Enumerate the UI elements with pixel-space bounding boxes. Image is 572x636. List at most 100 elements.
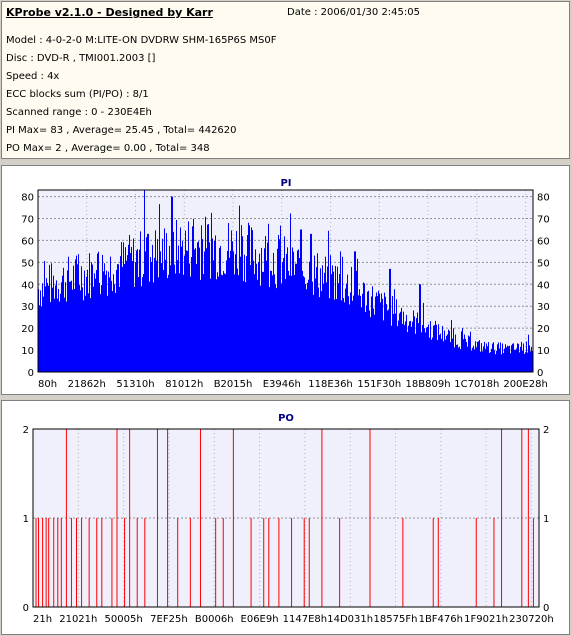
pi-xtick-label: 80h: [38, 379, 57, 390]
pi-bar: [205, 216, 206, 372]
pi-bar: [183, 274, 184, 372]
po-ytick-right: 1: [543, 514, 549, 525]
pi-bar: [144, 190, 145, 372]
pi-bar: [366, 305, 367, 372]
pi-bar: [422, 324, 423, 372]
po-chart-panel: PO 0 0 1 1 2 2 21h 21021h 50005h 7EF25h B0006h E06E…: [1, 400, 570, 635]
pi-bar: [362, 293, 363, 372]
po-bar: [53, 518, 55, 607]
pi-bar: [241, 225, 242, 372]
pi-bar: [472, 347, 473, 372]
pi-bar: [69, 281, 70, 372]
pi-bar: [121, 241, 122, 372]
pi-bar: [189, 263, 190, 372]
pi-bar: [391, 325, 392, 372]
pi-bar: [214, 240, 215, 372]
pi-bar: [83, 300, 84, 372]
pi-bar: [393, 313, 394, 372]
app-title: KProbe v2.1.0 - Designed by Karr: [6, 6, 213, 19]
pi-bar: [426, 327, 427, 372]
pi-bar: [186, 250, 187, 372]
pi-bar: [256, 263, 257, 372]
pi-bar: [73, 265, 74, 372]
po-bar: [303, 518, 305, 607]
po-bar: [42, 518, 44, 607]
pi-bar: [515, 350, 516, 372]
pi-chart: PI 0 0 10 10 20 20 30 30 40 40 50 50 60 60 70 70 80 80 80h…: [21, 178, 550, 390]
po-bar: [263, 518, 265, 607]
po-ytick-right: 2: [543, 425, 549, 436]
pi-bar: [182, 240, 183, 372]
pi-bar: [42, 283, 43, 372]
pi-bar: [176, 219, 177, 372]
pi-bar: [106, 270, 107, 372]
po-ytick-left: 0: [23, 603, 29, 614]
pi-bar: [436, 324, 437, 372]
pi-bar: [48, 285, 49, 372]
pi-bar: [323, 283, 324, 372]
pi-bar: [166, 233, 167, 372]
po-bar: [177, 518, 179, 607]
pi-bar: [100, 294, 101, 372]
pi-bar: [253, 260, 254, 372]
pi-bar: [115, 292, 116, 372]
pi-bar: [487, 346, 488, 372]
pi-bar: [456, 344, 457, 372]
pi-bar: [133, 238, 134, 372]
pi-bar: [108, 271, 109, 372]
pi-bar: [132, 261, 133, 372]
pi-bar: [49, 264, 50, 372]
po-bar: [136, 518, 138, 607]
pi-bar: [402, 323, 403, 372]
pi-ytick-right: 60: [537, 236, 550, 247]
pi-bar: [433, 325, 434, 372]
pi-bar: [130, 253, 131, 372]
pi-bar: [118, 264, 119, 372]
pi-bar: [57, 298, 58, 372]
pi-bar: [195, 248, 196, 372]
pi-bar: [277, 248, 278, 372]
pi-bar: [442, 326, 443, 372]
pi-bar: [403, 311, 404, 372]
po-bar: [278, 518, 280, 607]
pi-bar: [244, 254, 245, 372]
pi-bar: [201, 225, 202, 372]
pi-xtick-label: 51310h: [116, 379, 154, 390]
pi-bar: [179, 273, 180, 372]
pi-bar: [512, 343, 513, 372]
pi-bar: [59, 301, 60, 372]
pi-bar: [293, 251, 294, 372]
po-bar: [250, 518, 252, 607]
pi-bar: [111, 280, 112, 372]
po-xtick-label: B0006h: [195, 614, 234, 625]
po-bar: [199, 429, 201, 607]
info-disc: Disc : DVD-R , TMI001.2003 []: [6, 53, 156, 64]
pi-bar: [289, 275, 290, 372]
po-bar: [48, 518, 50, 607]
pi-bar: [110, 256, 111, 372]
pi-bar: [467, 346, 468, 372]
po-xtick-label: 1BF476h: [419, 614, 463, 625]
pi-bar: [386, 304, 387, 372]
pi-bar: [181, 246, 182, 372]
po-bar: [45, 518, 47, 607]
pi-bar: [279, 239, 280, 372]
pi-bar: [468, 335, 469, 372]
pi-bar: [294, 275, 295, 372]
pi-ytick-right: 20: [537, 324, 550, 335]
po-bar: [116, 429, 118, 607]
pi-bar: [165, 259, 166, 372]
pi-bar: [441, 338, 442, 372]
po-bar: [291, 518, 293, 607]
pi-bar: [234, 274, 235, 372]
po-xtick-label: 14D031h: [327, 614, 373, 625]
pi-bar: [216, 279, 217, 372]
pi-bar: [514, 349, 515, 372]
pi-bar: [86, 276, 87, 372]
pi-bar: [399, 313, 400, 372]
pi-bar: [303, 276, 304, 372]
pi-bar: [364, 283, 365, 372]
pi-bar: [82, 287, 83, 372]
po-bar: [70, 518, 72, 607]
pi-bar: [282, 262, 283, 372]
